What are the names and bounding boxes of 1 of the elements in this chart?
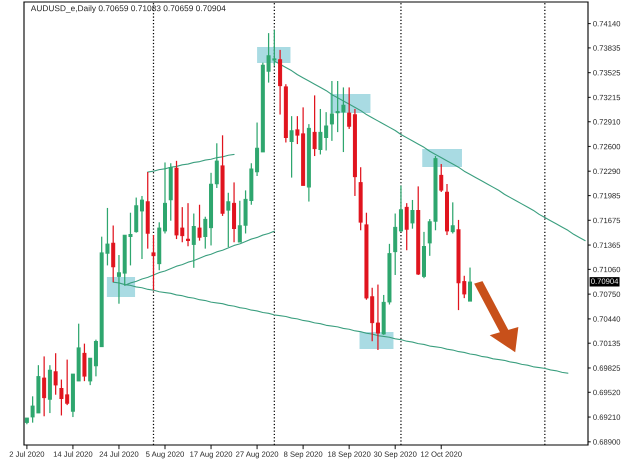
chart-title: AUDUSD_e,Daily 0.70659 0.71083 0.70659 0.70904: [30, 5, 226, 13]
